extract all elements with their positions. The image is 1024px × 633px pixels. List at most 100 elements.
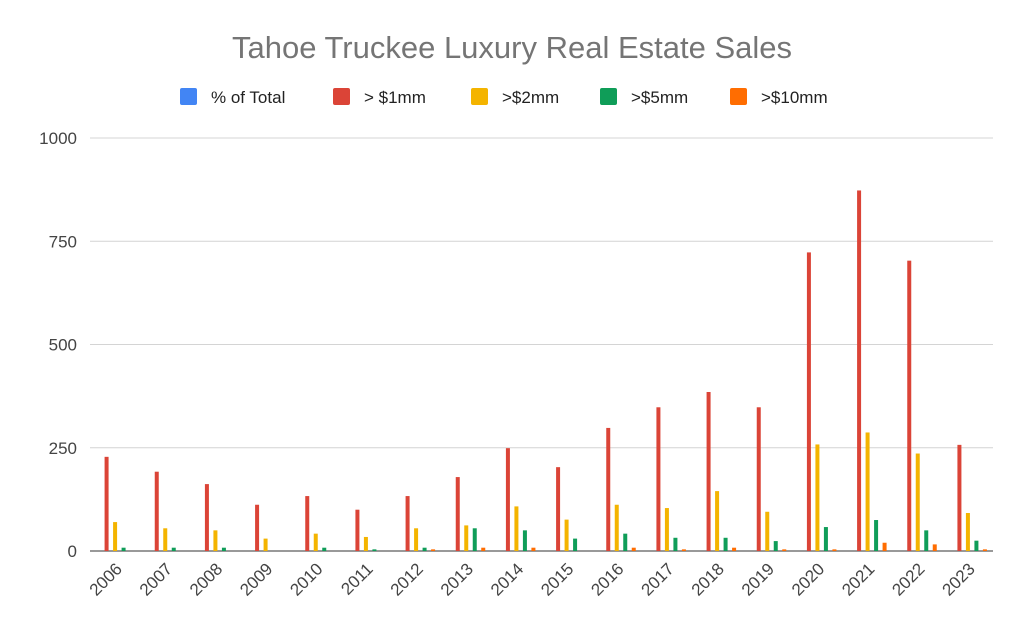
bar	[514, 506, 519, 551]
bar	[556, 467, 561, 551]
x-tick-label: 2019	[738, 559, 778, 599]
grid-lines	[90, 137, 993, 552]
legend-item: >$2mm	[471, 88, 559, 107]
bar	[573, 538, 578, 551]
bar	[673, 537, 678, 551]
bar	[773, 541, 778, 551]
legend-swatch	[600, 88, 617, 105]
legend-item: > $1mm	[333, 88, 426, 107]
bar	[531, 547, 536, 551]
legend-item: >$10mm	[730, 88, 828, 107]
bar	[372, 549, 377, 551]
bar	[363, 536, 368, 551]
y-tick-label: 250	[49, 439, 77, 458]
bar	[656, 407, 661, 551]
bar-group-2017	[656, 407, 686, 551]
bar	[104, 456, 109, 551]
legend-item: >$5mm	[600, 88, 688, 107]
bar	[464, 525, 469, 551]
legend: % of Total > $1mm >$2mm >$5mm >$10mm	[180, 88, 828, 107]
bar	[204, 484, 209, 551]
y-tick-label: 500	[49, 336, 77, 355]
y-axis-ticks: 0 250 500 750 1000	[39, 129, 77, 561]
y-tick-label: 0	[68, 542, 77, 561]
bar	[982, 549, 987, 551]
bar	[664, 508, 669, 551]
bar	[782, 549, 787, 551]
bar-group-2006	[104, 456, 126, 551]
x-tick-label: 2010	[286, 559, 326, 599]
legend-label: >$10mm	[761, 88, 828, 107]
bar	[481, 547, 486, 551]
bar	[706, 391, 711, 551]
x-tick-label: 2018	[688, 559, 728, 599]
bar	[823, 527, 828, 551]
legend-swatch	[730, 88, 747, 105]
x-axis-ticks: 2006 2007 2008 2009 2010 2011 2012 2013 2014 2015…	[86, 559, 979, 599]
bar	[756, 407, 761, 551]
bar	[113, 522, 118, 551]
bar	[121, 547, 126, 551]
bar	[882, 542, 887, 551]
bar-group-2009	[255, 504, 268, 551]
bar-group-2010	[305, 496, 327, 551]
bar	[606, 427, 611, 551]
x-tick-label: 2020	[788, 559, 828, 599]
x-tick-label: 2023	[939, 559, 979, 599]
bar	[965, 513, 970, 551]
bar	[723, 537, 728, 551]
x-tick-label: 2015	[537, 559, 577, 599]
bar	[405, 496, 410, 551]
bar-group-2014	[505, 448, 536, 551]
legend-label: >$2mm	[502, 88, 559, 107]
bar	[154, 471, 159, 551]
bar	[564, 519, 569, 551]
bar-group-2023	[957, 444, 987, 551]
bar	[874, 520, 879, 551]
bar	[163, 528, 168, 551]
bar	[631, 547, 636, 551]
x-tick-label: 2007	[136, 559, 176, 599]
bar	[431, 549, 436, 551]
y-tick-label: 1000	[39, 129, 77, 148]
bar	[924, 530, 929, 551]
bar	[974, 540, 979, 551]
legend-swatch	[333, 88, 350, 105]
bar-group-2020	[806, 252, 837, 551]
bar	[355, 509, 360, 551]
bar-group-2019	[756, 407, 787, 551]
bar	[455, 477, 460, 551]
x-tick-label: 2021	[838, 559, 878, 599]
legend-swatch	[180, 88, 197, 105]
bar	[221, 547, 226, 551]
bar	[305, 496, 310, 551]
bar	[255, 504, 260, 551]
bar	[614, 504, 619, 551]
bar	[865, 432, 870, 551]
legend-swatch	[471, 88, 488, 105]
bar	[322, 547, 327, 551]
bar	[623, 533, 628, 551]
bar-group-2015	[556, 467, 578, 551]
bar	[815, 444, 820, 551]
bars	[104, 190, 987, 552]
bar	[472, 528, 477, 551]
bar	[505, 448, 510, 551]
legend-item: % of Total	[180, 88, 285, 107]
legend-label: % of Total	[211, 88, 285, 107]
bar	[732, 547, 737, 551]
y-tick-label: 750	[49, 232, 77, 251]
bar	[907, 260, 912, 551]
bar	[263, 538, 268, 551]
bar	[313, 533, 318, 551]
bar	[171, 547, 176, 551]
x-tick-label: 2012	[387, 559, 427, 599]
x-tick-label: 2008	[186, 559, 226, 599]
bar-group-2016	[606, 427, 636, 551]
x-tick-label: 2006	[86, 559, 126, 599]
bar	[414, 528, 419, 551]
x-tick-label: 2022	[888, 559, 928, 599]
bar	[806, 252, 811, 551]
x-tick-label: 2013	[437, 559, 477, 599]
